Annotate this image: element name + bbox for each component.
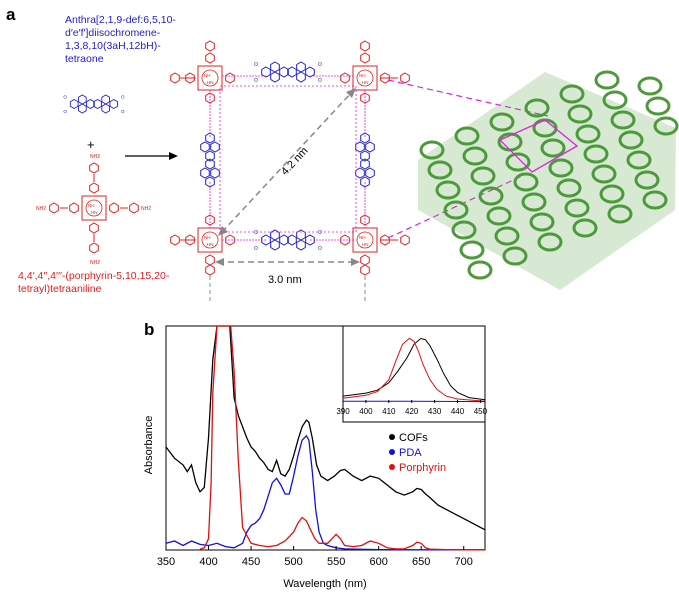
inset-series-line-cofs xyxy=(342,337,486,401)
cof-pore-ring xyxy=(443,200,469,220)
porphyrin-compound-name: 4,4′,4′′,4′′′-(porphyrin-5,10,15,20- tet… xyxy=(18,270,169,296)
anthra-name-line: tetraone xyxy=(65,53,104,65)
cof-pore-ring xyxy=(451,220,477,240)
cof-pore-ring xyxy=(602,90,628,110)
y-axis-label: Absorbance xyxy=(143,416,155,475)
cof-pore-ring xyxy=(521,192,547,212)
absorbance-chart: 350 400 450 500 550 600 650 700 Wavelength (nm)… xyxy=(143,325,488,590)
cof-pore-ring xyxy=(427,160,453,180)
anthra-name-line: d′e′f′]diisochromene- xyxy=(65,27,161,39)
legend-label-porphyrin: Porphyrin xyxy=(399,462,446,474)
cof-pore-ring xyxy=(540,138,566,158)
x-tick-label: 450 xyxy=(242,556,260,568)
svg-text:NH2: NH2 xyxy=(90,260,100,266)
inset-tick-label: 430 xyxy=(428,407,442,416)
x-tick-label: 400 xyxy=(199,556,217,568)
inset-tick-label: 420 xyxy=(405,407,419,416)
cof-pore-ring xyxy=(599,184,625,204)
cof-pore-ring xyxy=(537,232,563,252)
cof-pore-ring xyxy=(618,130,644,150)
cof-pore-ring xyxy=(575,124,601,144)
cof-pore-ring xyxy=(486,206,512,226)
cof-pore-ring xyxy=(524,98,550,118)
inset-tick-label: 450 xyxy=(474,407,488,416)
svg-text:NH2: NH2 xyxy=(90,154,100,160)
cof-pore-ring xyxy=(505,152,531,172)
cof-pore-ring xyxy=(435,180,461,200)
cof-pore-ring xyxy=(567,104,593,124)
x-tick-label: 700 xyxy=(455,556,473,568)
cof-pore-ring xyxy=(419,140,445,160)
cof-square-unit xyxy=(170,40,410,302)
x-tick-label: 350 xyxy=(157,556,175,568)
series-line-porphyrin xyxy=(199,325,485,551)
legend-label-pda: PDA xyxy=(399,447,422,459)
reaction-arrow xyxy=(125,152,178,160)
cof-pore-ring xyxy=(478,186,504,206)
x-tick-label: 600 xyxy=(369,556,387,568)
cof-pore-ring xyxy=(607,204,633,224)
panel-a-letter: a xyxy=(6,5,16,24)
cof-pore-ring xyxy=(494,226,520,246)
cof-pore-ring xyxy=(513,172,539,192)
cof-pore-ring xyxy=(564,198,590,218)
cof-pore-ring xyxy=(489,112,515,132)
series-line-cofs xyxy=(165,325,486,531)
inset-tick-label: 400 xyxy=(359,407,373,416)
legend-label-cofs: COFs xyxy=(399,432,428,444)
cof-pore-ring xyxy=(467,260,493,280)
anthra-name-line: Anthra[2,1,9-def:6,5,10- xyxy=(65,14,176,26)
cof-pore-ring xyxy=(459,240,485,260)
legend-marker-cofs xyxy=(389,434,395,440)
plus-sign: + xyxy=(87,137,95,152)
inset-tick-label: 390 xyxy=(336,407,350,416)
cof-pore-ring xyxy=(529,212,555,232)
cof-pore-ring xyxy=(548,158,574,178)
distance-label-horizontal: 3.0 nm xyxy=(268,274,302,286)
anthra-compound-name: Anthra[2,1,9-def:6,5,10- d′e′f′]diisochr… xyxy=(65,14,176,66)
x-tick-label: 500 xyxy=(284,556,302,568)
svg-text:NH2: NH2 xyxy=(36,206,46,212)
svg-text:NH2: NH2 xyxy=(141,206,151,212)
cof-pore-ring xyxy=(626,150,652,170)
porphyrin-monomer-drawing: NH2 NH2 NH2 NH2 xyxy=(36,154,151,266)
cof-pore-ring xyxy=(642,190,668,210)
anthra-name-line: 1,3,8,10(3aH,12bH)- xyxy=(65,40,161,52)
x-tick-label: 550 xyxy=(327,556,345,568)
cof-pore-ring xyxy=(594,70,620,90)
series-line-pda xyxy=(165,434,485,551)
inset-series-line-porphyrin xyxy=(342,337,486,402)
legend: COFs PDA Porphyrin xyxy=(389,432,446,474)
porphyrin-name-line: 4,4′,4′′,4′′′-(porphyrin-5,10,15,20- xyxy=(18,270,170,282)
x-axis-label: Wavelength (nm) xyxy=(283,578,366,590)
panel-b-letter: b xyxy=(144,320,155,339)
porphyrin-name-line: tetrayl)tetraaniline xyxy=(18,283,102,295)
projection-line-top xyxy=(387,79,549,117)
plot-area-frame xyxy=(165,325,486,551)
cof-pore-ring xyxy=(502,246,528,266)
legend-marker-porphyrin xyxy=(389,464,395,470)
cof-pore-ring xyxy=(559,84,585,104)
x-tick-label: 650 xyxy=(412,556,430,568)
cof-pore-ring xyxy=(610,110,636,130)
cof-pore-ring xyxy=(637,76,663,96)
cof-pore-ring xyxy=(591,164,617,184)
cof-3d-framework-model xyxy=(418,70,679,290)
cof-pore-ring xyxy=(572,218,598,238)
cof-pore-ring xyxy=(470,166,496,186)
cof-pore-ring xyxy=(462,146,488,166)
distance-label-diagonal: 4.2 nm xyxy=(279,145,311,178)
cof-pore-ring xyxy=(454,126,480,146)
cof-pore-ring xyxy=(556,178,582,198)
cof-pore-ring xyxy=(645,96,671,116)
projection-line-bottom xyxy=(387,175,523,239)
cof-pore-ring xyxy=(634,170,660,190)
cof-pore-ring xyxy=(583,144,609,164)
pda-molecule-drawing xyxy=(63,95,125,114)
inset-tick-label: 410 xyxy=(382,407,396,416)
cof-pore-ring xyxy=(653,116,679,136)
legend-marker-pda xyxy=(389,449,395,455)
inset-tick-label: 440 xyxy=(451,407,465,416)
